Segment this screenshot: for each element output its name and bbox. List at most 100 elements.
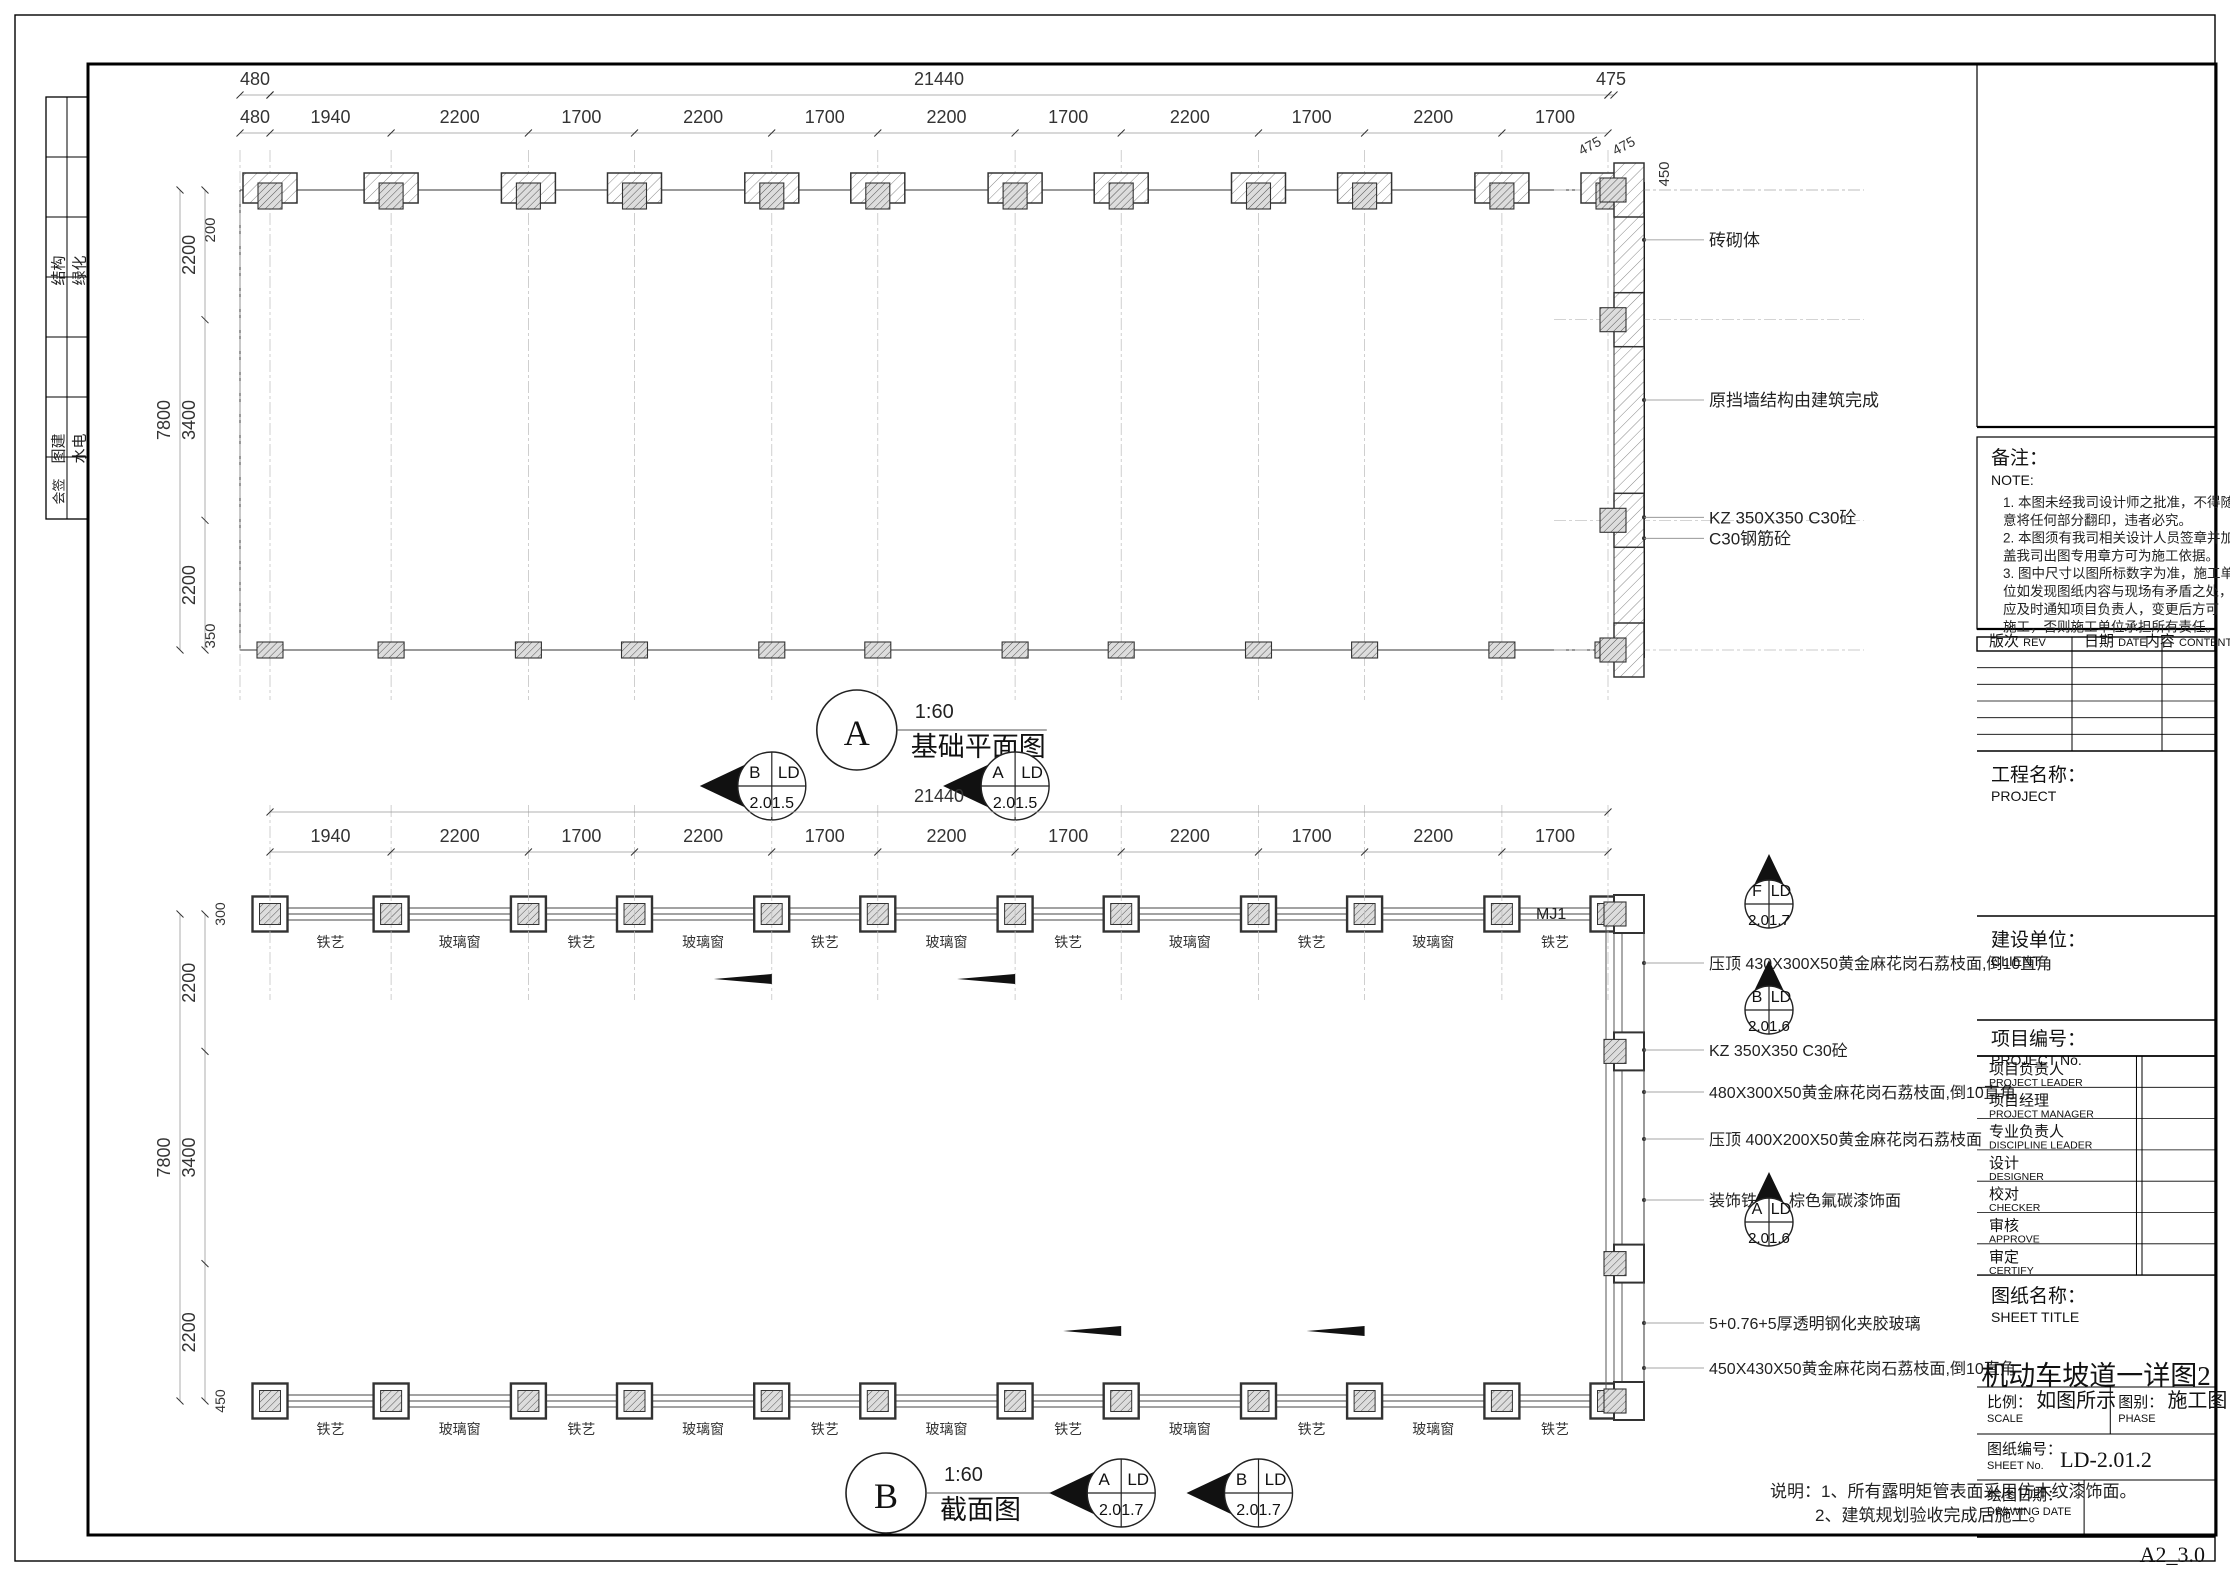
svg-text:日期 DATE: 日期 DATE [2084, 633, 2147, 650]
svg-text:铁艺: 铁艺 [1541, 1421, 1569, 1437]
svg-text:LD-2.01.2: LD-2.01.2 [2060, 1447, 2152, 1472]
svg-text:项目经理: 项目经理 [1989, 1092, 2049, 1109]
svg-text:图别： 施工图: 图别： 施工图 [2118, 1389, 2227, 1412]
svg-text:1700: 1700 [1048, 826, 1088, 846]
svg-text:2200: 2200 [440, 107, 480, 127]
svg-text:CLIENT: CLIENT [1991, 953, 2041, 969]
svg-text:校对: 校对 [1989, 1186, 2019, 1203]
svg-text:21440: 21440 [914, 786, 964, 806]
svg-text:475: 475 [1596, 69, 1626, 89]
svg-text:设计: 设计 [1989, 1155, 2019, 1172]
svg-text:铁艺: 铁艺 [317, 1421, 345, 1437]
svg-text:480: 480 [240, 107, 270, 127]
svg-text:项目编号：: 项目编号： [1991, 1028, 2086, 1050]
svg-text:1. 本图未经我司设计师之批准，不得随: 1. 本图未经我司设计师之批准，不得随 [2003, 494, 2230, 510]
svg-text:B: B [874, 1476, 898, 1516]
svg-text:A: A [844, 713, 870, 753]
svg-text:2200: 2200 [926, 107, 966, 127]
svg-text:玻璃窗: 玻璃窗 [1412, 934, 1454, 950]
svg-text:CHECKER: CHECKER [1989, 1202, 2041, 1214]
svg-text:2200: 2200 [179, 235, 199, 275]
svg-text:2200: 2200 [179, 1312, 199, 1352]
svg-text:3400: 3400 [179, 1137, 199, 1177]
svg-text:备注：: 备注： [1991, 447, 2048, 469]
svg-text:KZ 350X350 C30砼: KZ 350X350 C30砼 [1709, 508, 1856, 527]
svg-text:砖砌体: 砖砌体 [1709, 231, 1760, 250]
svg-text:玻璃窗: 玻璃窗 [439, 934, 481, 950]
svg-text:原挡墙结构由建筑完成: 原挡墙结构由建筑完成 [1709, 391, 1879, 410]
svg-text:KZ 350X350 C30砼: KZ 350X350 C30砼 [1709, 1042, 1848, 1060]
svg-text:比例： 如图所示: 比例： 如图所示 [1987, 1389, 2116, 1412]
svg-text:图纸编号：: 图纸编号： [1987, 1441, 2062, 1458]
svg-text:1:60: 1:60 [915, 701, 954, 723]
svg-text:项目负责人: 项目负责人 [1989, 1061, 2064, 1078]
svg-text:A2_3.0: A2_3.0 [2140, 1542, 2205, 1567]
svg-text:450: 450 [1656, 161, 1673, 186]
svg-text:NOTE:: NOTE: [1991, 472, 2034, 488]
svg-text:480: 480 [240, 69, 270, 89]
svg-text:LD: LD [778, 763, 800, 782]
svg-text:铁艺: 铁艺 [1298, 1421, 1326, 1437]
svg-text:内容 CONTENT: 内容 CONTENT [2145, 633, 2230, 650]
svg-text:玻璃窗: 玻璃窗 [682, 934, 724, 950]
svg-text:475: 475 [1610, 133, 1638, 158]
svg-text:说明：1、所有露明矩管表面采用仿木纹漆饰面。: 说明：1、所有露明矩管表面采用仿木纹漆饰面。 [1770, 1482, 2136, 1501]
svg-text:475: 475 [1576, 133, 1604, 158]
svg-text:2.01.7: 2.01.7 [1748, 912, 1790, 929]
svg-text:2200: 2200 [440, 826, 480, 846]
svg-text:SHEET No.: SHEET No. [1987, 1460, 2044, 1472]
svg-text:5+0.76+5厚透明钢化夹胶玻璃: 5+0.76+5厚透明钢化夹胶玻璃 [1709, 1315, 1921, 1333]
svg-text:玻璃窗: 玻璃窗 [926, 1421, 968, 1437]
svg-text:2.01.7: 2.01.7 [1099, 1502, 1144, 1519]
svg-text:B: B [1236, 1470, 1247, 1489]
svg-text:A: A [1752, 1201, 1763, 1218]
svg-text:PROJECT LEADER: PROJECT LEADER [1989, 1077, 2083, 1089]
svg-text:应及时通知项目负责人，变更后方可: 应及时通知项目负责人，变更后方可 [2003, 601, 2219, 617]
svg-text:1700: 1700 [561, 107, 601, 127]
svg-text:2200: 2200 [1413, 826, 1453, 846]
svg-text:机动车坡道一详图2: 机动车坡道一详图2 [1981, 1361, 2211, 1391]
svg-text:2200: 2200 [179, 963, 199, 1003]
svg-text:7800: 7800 [154, 400, 174, 440]
svg-text:7800: 7800 [154, 1137, 174, 1177]
svg-text:A: A [992, 763, 1004, 782]
svg-text:铁艺: 铁艺 [317, 934, 345, 950]
svg-text:21440: 21440 [914, 69, 964, 89]
svg-text:LD: LD [1265, 1470, 1287, 1489]
svg-text:铁艺: 铁艺 [811, 934, 839, 950]
svg-text:DESIGNER: DESIGNER [1989, 1171, 2044, 1183]
svg-text:A: A [1099, 1470, 1111, 1489]
svg-text:LD: LD [1021, 763, 1043, 782]
svg-text:2200: 2200 [1170, 826, 1210, 846]
svg-text:1700: 1700 [805, 107, 845, 127]
svg-text:1700: 1700 [805, 826, 845, 846]
svg-text:LD: LD [1127, 1470, 1149, 1489]
svg-text:玻璃窗: 玻璃窗 [1169, 1421, 1211, 1437]
svg-text:B: B [1752, 989, 1763, 1006]
svg-text:铁艺: 铁艺 [1054, 1421, 1082, 1437]
svg-text:1700: 1700 [561, 826, 601, 846]
svg-text:铁艺: 铁艺 [1054, 934, 1082, 950]
svg-text:位如发现图纸内容与现场有矛盾之处，: 位如发现图纸内容与现场有矛盾之处， [2003, 583, 2230, 599]
svg-text:盖我司出图专用章方可为施工依据。: 盖我司出图专用章方可为施工依据。 [2003, 547, 2219, 563]
svg-text:绘图日期：: 绘图日期： [1987, 1487, 2062, 1504]
svg-text:2200: 2200 [179, 565, 199, 605]
svg-text:2.01.7: 2.01.7 [1236, 1502, 1281, 1519]
svg-text:玻璃窗: 玻璃窗 [439, 1421, 481, 1437]
svg-text:专业负责人: 专业负责人 [1989, 1124, 2064, 1141]
svg-text:装饰铁艺，棕色氟碳漆饰面: 装饰铁艺，棕色氟碳漆饰面 [1709, 1192, 1901, 1210]
svg-text:LD: LD [1771, 883, 1791, 900]
svg-text:2200: 2200 [926, 826, 966, 846]
svg-text:PROJECT: PROJECT [1991, 788, 2057, 804]
svg-text:1700: 1700 [1535, 826, 1575, 846]
svg-text:1700: 1700 [1535, 107, 1575, 127]
svg-text:SHEET TITLE: SHEET TITLE [1991, 1309, 2079, 1325]
svg-text:2200: 2200 [1413, 107, 1453, 127]
svg-text:截面图: 截面图 [940, 1495, 1021, 1525]
svg-text:1940: 1940 [310, 826, 350, 846]
svg-text:PHASE: PHASE [2118, 1413, 2155, 1425]
svg-text:B: B [749, 763, 760, 782]
svg-text:玻璃窗: 玻璃窗 [682, 1421, 724, 1437]
svg-text:PROJECT MANAGER: PROJECT MANAGER [1989, 1108, 2094, 1120]
svg-text:2200: 2200 [683, 107, 723, 127]
